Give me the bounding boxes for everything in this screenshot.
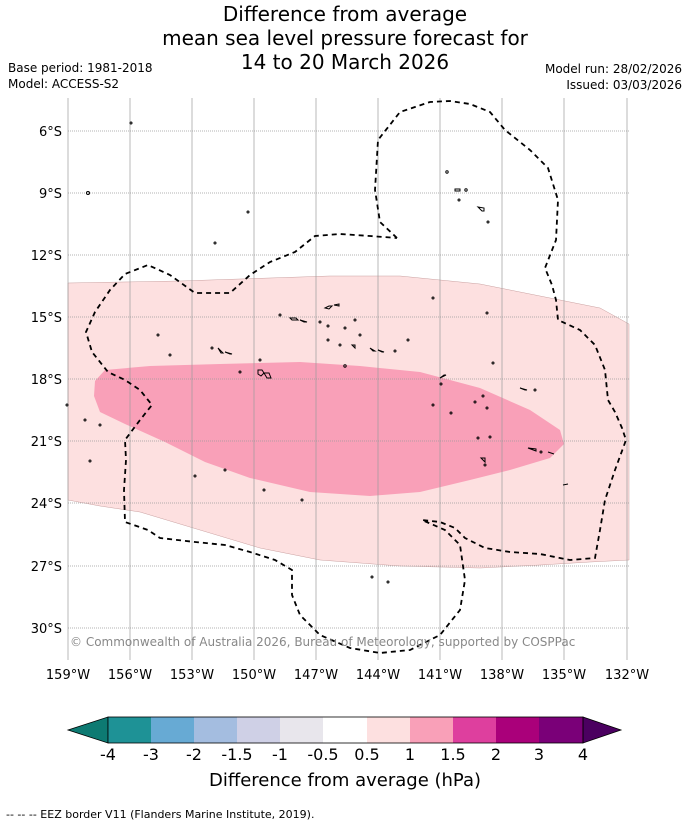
title-line-3: 14 to 20 March 2026 [240,50,450,74]
anomaly-region-1-1.5 [94,362,564,496]
colorbar-label: -3 [143,745,159,764]
colorbar-box-4 [237,717,280,743]
colorbar-label: 1 [404,745,416,764]
eez-border [85,100,627,654]
lat-label-27s: 27°S [31,560,62,575]
colorbar [66,716,623,744]
colorbar-label: 2 [490,745,502,764]
colorbar-box-7 [367,717,410,743]
colorbar-box-10 [496,717,539,743]
colorbar-outline [107,716,584,744]
title-line-2: mean sea level pressure forecast for [162,26,528,50]
colorbar-label: 0.5 [354,745,380,764]
meta-right: Model run: 28/02/2026 Issued: 03/03/2026 [545,61,682,93]
lat-label-6s: 6°S [39,125,62,140]
colorbar-label: -1.5 [221,745,253,764]
lon-label-144w: 144°W [356,668,400,683]
lat-label-21s: 21°S [31,435,62,450]
colorbar-label: -4 [100,745,116,764]
colorbar-box-8 [410,717,453,743]
colorbar-label: -1 [272,745,288,764]
issued-date: Issued: 03/03/2026 [566,78,682,92]
lon-label-135w: 135°W [542,668,586,683]
colorbar-high-arrow [582,716,623,744]
colorbar-box-1 [108,717,151,743]
lon-label-153w: 153°W [170,668,214,683]
colorbar-box-9 [453,717,496,743]
colorbar-label: 3 [533,745,545,764]
colorbar-label: 1.5 [440,745,466,764]
lat-label-12s: 12°S [31,249,62,264]
colorbar-box-11 [539,717,583,743]
eez-footnote: -- -- -- EEZ border V11 (Flanders Marine… [6,808,315,821]
colorbar-box-3 [194,717,237,743]
map-title: Difference from average mean sea level p… [0,2,690,74]
colorbar-low-arrow [66,716,109,744]
lat-label-9s: 9°S [39,187,62,202]
model-run: Model run: 28/02/2026 [544,62,682,76]
colorbar-box-2 [151,717,194,743]
lat-label-18s: 18°S [31,373,62,388]
colorbar-box-6 [323,717,367,743]
colorbar-box-5 [280,717,323,743]
base-period: Base period: 1981-2018 [8,61,153,75]
lon-label-150w: 150°W [232,668,276,683]
colorbar-title: Difference from average (hPa) [208,770,482,791]
latitude-grid [68,130,629,629]
lat-label-30s: 30°S [31,622,62,637]
lon-label-156w: 156°W [108,668,152,683]
meta-left: Base period: 1981-2018 Model: ACCESS-S2 [8,60,153,92]
model-name: Model: ACCESS-S2 [8,77,120,91]
lon-label-138w: 138°W [480,668,524,683]
lon-label-147w: 147°W [294,668,338,683]
lat-label-15s: 15°S [31,311,62,326]
longitude-grid [67,98,628,660]
colorbar-label: -0.5 [307,745,339,764]
lon-label-141w: 141°W [418,668,462,683]
lat-label-24s: 24°S [31,497,62,512]
islands [65,121,569,584]
colorbar-label: 4 [577,745,589,764]
lon-label-159w: 159°W [46,668,90,683]
colorbar-label: -2 [186,745,202,764]
title-line-1: Difference from average [222,2,468,26]
lon-label-132w: 132°W [605,668,649,683]
copyright-notice: © Commonwealth of Australia 2026, Bureau… [70,635,575,649]
